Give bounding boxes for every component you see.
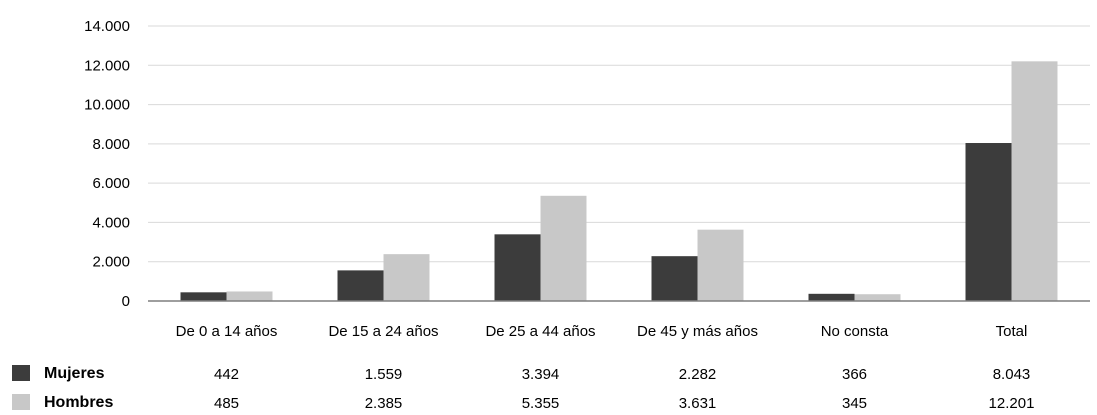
bars (180, 61, 1058, 302)
bar-mujeres (965, 143, 1012, 301)
y-tick-label: 0 (122, 293, 130, 310)
bar-mujeres (180, 292, 227, 301)
table-cell-hombres: 2.385 (365, 395, 403, 412)
y-axis-ticks: 0 2.000 4.000 6.000 8.000 10.000 12.000 14.000 (84, 18, 130, 310)
legend-label-hombres: Hombres (44, 394, 113, 411)
table-cell-mujeres: 8.043 (993, 366, 1031, 383)
x-category-label: No consta (821, 323, 889, 340)
x-category-label: De 15 a 24 años (328, 323, 438, 340)
x-category-label: De 45 y más años (637, 323, 758, 340)
legend-swatch-mujeres (12, 365, 30, 381)
y-tick-label: 4.000 (92, 214, 130, 231)
legend-swatch-hombres (12, 394, 30, 410)
y-tick-label: 12.000 (84, 57, 130, 74)
bar-hombres (383, 254, 430, 301)
x-category-label: Total (996, 323, 1028, 340)
y-tick-label: 10.000 (84, 97, 130, 114)
x-category-label: De 25 a 44 años (485, 323, 595, 340)
bar-hombres (854, 294, 901, 301)
table-cell-mujeres: 366 (842, 366, 867, 383)
bar-mujeres (808, 293, 855, 301)
table-cell-mujeres: 442 (214, 366, 239, 383)
table-cell-mujeres: 3.394 (522, 366, 560, 383)
y-tick-label: 6.000 (92, 175, 130, 192)
y-tick-label: 8.000 (92, 136, 130, 153)
table-cell-mujeres: 2.282 (679, 366, 717, 383)
gridlines (148, 25, 1090, 263)
bar-mujeres (337, 270, 384, 301)
bar-mujeres (494, 234, 541, 301)
y-tick-label: 14.000 (84, 18, 130, 35)
table-cell-mujeres: 1.559 (365, 366, 403, 383)
category-labels: De 0 a 14 años De 15 a 24 años De 25 a 44 … (176, 323, 1028, 340)
table-cell-hombres: 5.355 (522, 395, 560, 412)
data-table: 442 485 1.559 2.385 3.394 5.355 2.282 3.631 366 3… (12, 365, 1034, 412)
table-cell-hombres: 3.631 (679, 395, 717, 412)
bar-hombres (540, 195, 587, 301)
bar-mujeres (651, 256, 698, 301)
bar-hombres (1011, 61, 1058, 302)
bar-hombres (226, 291, 273, 301)
bar-hombres (697, 229, 744, 301)
x-category-label: De 0 a 14 años (176, 323, 278, 340)
table-cell-hombres: 12.201 (989, 395, 1035, 412)
y-tick-label: 2.000 (92, 254, 130, 271)
table-cell-hombres: 485 (214, 395, 239, 412)
legend-label-mujeres: Mujeres (44, 365, 105, 382)
table-cell-hombres: 345 (842, 395, 867, 412)
